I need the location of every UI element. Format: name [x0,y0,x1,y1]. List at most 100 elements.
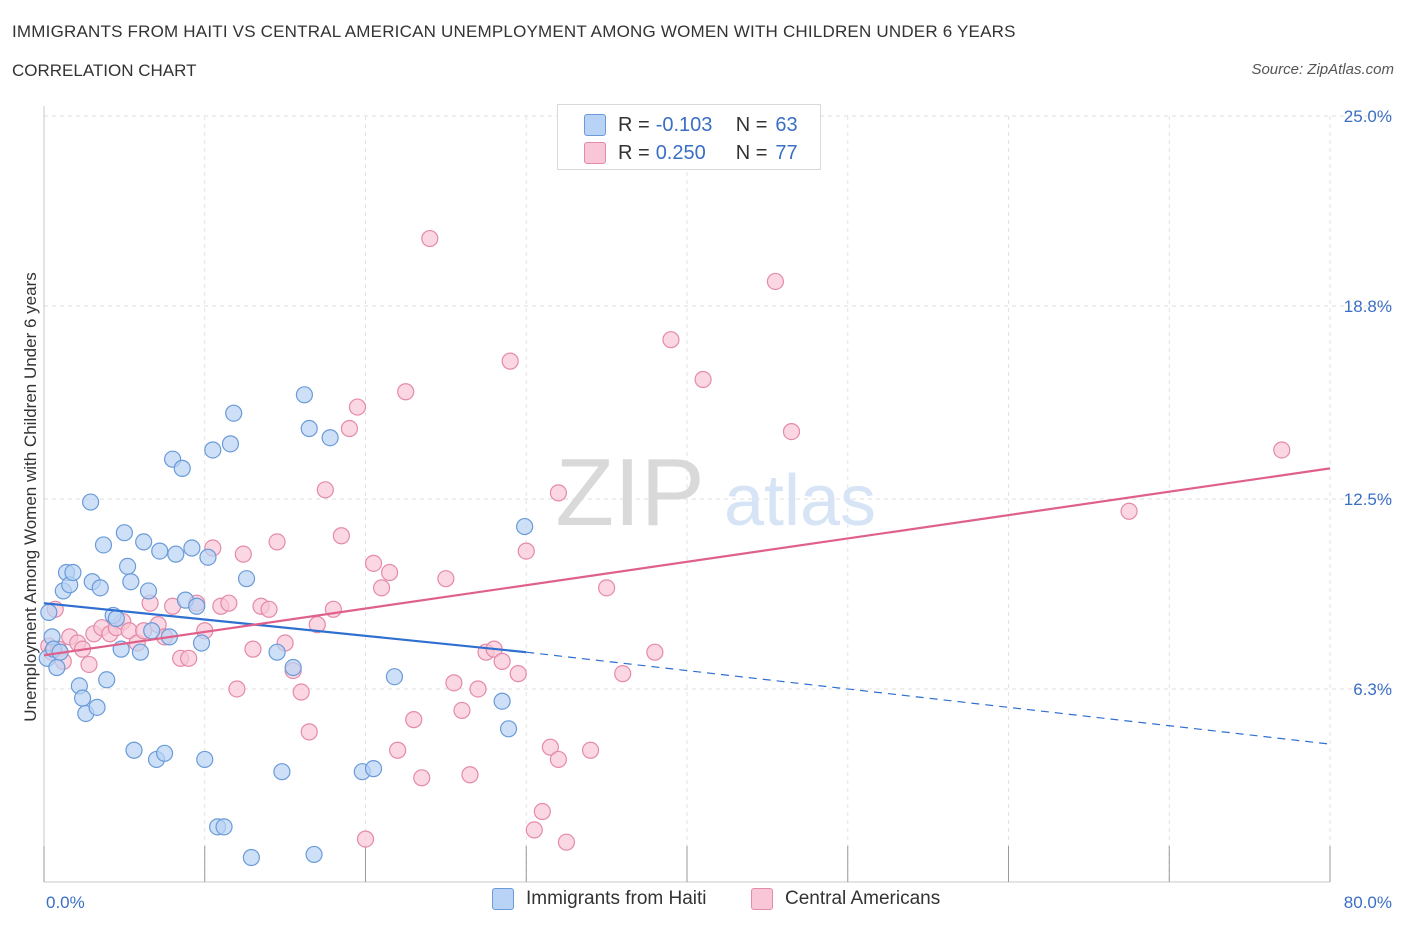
data-point [766,272,785,291]
data-point [199,548,217,566]
y-tick-label: 12.5% [1344,490,1392,509]
data-point [461,766,479,784]
y-axis-label: Unemployment Among Women with Children U… [21,272,40,721]
data-point [94,536,113,554]
data-point [421,229,439,248]
legend-label-haiti: Immigrants from Haiti [526,888,707,909]
data-point [300,723,318,741]
data-point [295,386,314,404]
data-point [40,603,58,621]
data-point [234,545,252,563]
data-point [385,668,404,686]
data-point [646,643,664,661]
source-note: Source: ZipAtlas.com [1251,61,1394,78]
data-point [598,579,616,597]
chart-title: IMMIGRANTS FROM HAITI VS CENTRAL AMERICA… [12,22,1016,41]
series-legend: Immigrants from Haiti Central Americans [0,888,1406,918]
data-point [445,674,463,692]
legend-item-haiti[interactable]: Immigrants from Haiti [492,888,707,910]
watermark: ZIP atlas [555,439,876,546]
data-point [98,671,116,689]
data-point [188,597,206,615]
data-point [48,658,66,677]
data-point [292,683,310,701]
data-point [499,720,518,738]
x-tick-label: 80.0% [1344,893,1392,912]
legend-label-central: Central Americans [785,888,941,909]
trend-line-haiti-extrapolated [526,651,1331,745]
data-point [541,738,559,756]
chart-subtitle: CORRELATION CHART [12,61,197,80]
data-point [300,419,318,438]
data-point [244,640,262,658]
legend-item-central[interactable]: Central Americans [751,888,940,910]
data-point [131,643,150,661]
data-point [501,352,519,370]
data-point [180,649,198,667]
data-point [135,533,153,551]
legend-n-value: 63 [775,113,798,136]
data-point [268,533,286,551]
data-point [389,741,407,759]
data-point [662,331,680,349]
series-central-americans [40,229,1291,851]
data-point [405,711,423,729]
data-point [316,481,334,499]
data-point [183,539,201,557]
data-point [284,658,302,677]
trend-lines [43,467,1331,745]
data-point [125,741,143,759]
data-point [372,579,391,597]
legend-r-label: R = [618,113,650,136]
data-point [237,570,256,588]
data-point [581,741,600,759]
data-point [453,701,471,720]
data-point [525,821,543,839]
tick-labels: 6.3% 12.5% 18.8% 25.0% 0.0% 80.0% [46,107,1392,912]
y-tick-label: 6.3% [1353,680,1392,699]
watermark-zip: ZIP [555,439,704,546]
data-point [694,370,712,389]
data-point [549,750,568,769]
series-immigrants-from-haiti [38,386,534,867]
data-point [516,517,534,536]
data-point [509,665,527,683]
data-point [139,582,158,600]
legend-swatch-central [584,142,606,164]
data-point [151,542,169,560]
data-point [220,594,238,612]
axes [43,106,1331,883]
data-point [549,484,568,502]
legend-n-label: N = [735,141,768,164]
data-point [118,557,137,576]
grid-lines [44,115,1392,882]
data-point [493,652,511,670]
data-point [340,419,359,438]
legend-row-central: R = 0.250 N = 77 [558,139,798,167]
data-point [215,818,233,836]
data-point [167,545,185,563]
legend-swatch-haiti [584,114,606,136]
legend-r-label: R = [618,141,650,164]
data-point [413,769,431,787]
data-point [268,643,286,661]
trend-line-central [43,467,1331,657]
data-point [107,609,125,628]
data-point [305,845,323,864]
y-tick-label: 25.0% [1344,107,1392,126]
data-point [364,554,383,572]
correlation-legend: R = -0.103 N = 63 R = 0.250 N = 77 [557,104,821,170]
data-point [196,750,214,769]
data-point [73,689,92,707]
data-point [437,570,455,588]
data-point [356,830,375,848]
data-point [321,429,339,447]
data-point [273,763,291,781]
x-tick-label: 0.0% [46,893,85,912]
data-point [143,622,161,640]
data-point [332,527,350,545]
data-point [91,579,109,597]
data-point [1120,502,1138,520]
data-point [155,744,174,762]
